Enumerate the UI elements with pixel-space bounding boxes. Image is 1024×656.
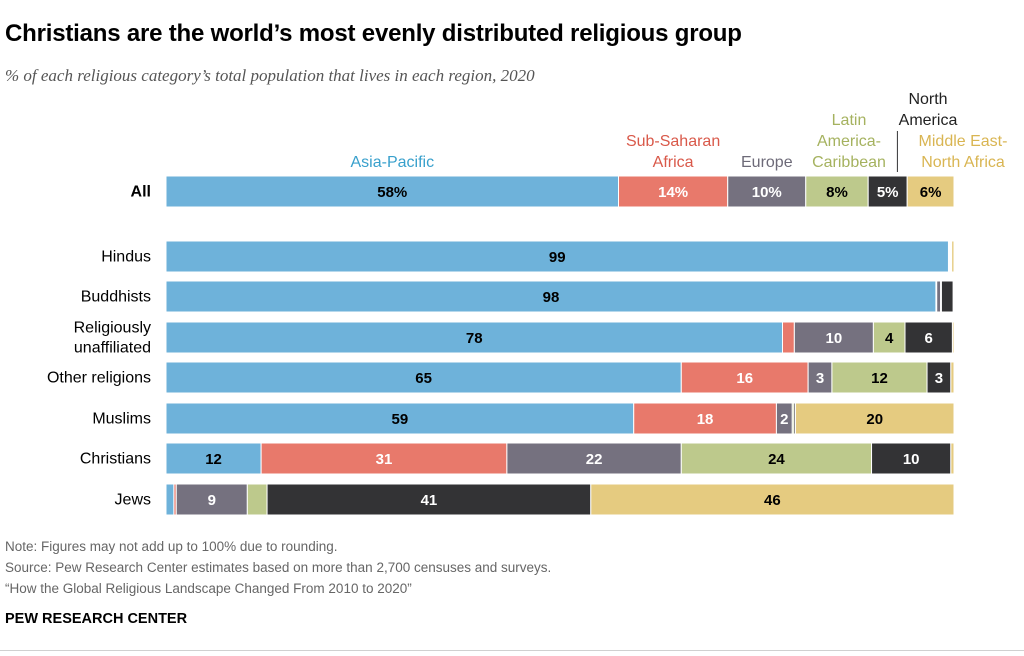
data-label-all-europe: 10% (752, 184, 782, 201)
region-label-latin: Latin (832, 112, 867, 129)
data-label-jews-mena: 46 (764, 492, 781, 509)
region-label-north: America (899, 112, 958, 129)
row-label-christians: Christians (80, 451, 151, 468)
bar-segment-christians-africa (260, 442, 508, 475)
data-label-other-religions-europe: 3 (816, 370, 824, 387)
region-label-africa: Africa (653, 154, 694, 171)
bar-segment-religiously-unaffiliated-latin (872, 321, 906, 354)
bar-segment-jews-mena (590, 483, 955, 516)
row-label-jews: Jews (115, 492, 151, 509)
data-label-christians-latin: 24 (768, 451, 785, 468)
data-label-religiously-unaffiliated-north: 6 (925, 330, 933, 347)
data-label-buddhists-asia: 98 (543, 289, 560, 306)
data-label-all-north: 5% (877, 184, 899, 201)
data-label-other-religions-north: 3 (935, 370, 943, 387)
bar-segment-jews-asia (165, 483, 175, 516)
bar-segment-hindus-mena (951, 240, 955, 273)
bar-segment-hindus-asia (165, 240, 949, 273)
bar-segment-religiously-unaffiliated-asia (165, 321, 783, 354)
bar-segment-all-asia (165, 175, 620, 208)
region-label-mena: North Africa (921, 154, 1005, 171)
bar-segment-jews-latin (246, 483, 268, 516)
data-label-hindus-asia: 99 (549, 249, 566, 266)
bar-segment-other-religions-latin (831, 361, 928, 394)
bar-segment-religiously-unaffiliated-north (904, 321, 953, 354)
bar-segment-religiously-unaffiliated-europe (793, 321, 874, 354)
bar-segment-buddhists-asia (165, 280, 937, 313)
bar-segment-all-north (867, 175, 908, 208)
note-text: Note: Figures may not add up to 100% due… (5, 539, 338, 554)
region-label-asia: Asia-Pacific (351, 154, 435, 171)
data-label-religiously-unaffiliated-asia: 78 (466, 330, 483, 347)
data-label-all-mena: 6% (920, 184, 942, 201)
row-label-hindus: Hindus (101, 249, 151, 266)
bar-segment-all-europe (727, 175, 807, 208)
row-label-muslims: Muslims (92, 411, 151, 428)
row-label-other-religions: Other religions (47, 370, 151, 387)
stacked-bar-chart: 58% 14% 10% 8% 5% 6% All 99 Hindus 98 Buddhists 78 1… (47, 91, 1008, 516)
report-title-text: “How the Global Religious Landscape Chan… (5, 581, 412, 596)
bar-segment-muslims-mena (794, 402, 955, 435)
data-label-other-religions-asia: 65 (415, 370, 432, 387)
region-label-mena: Middle East- (919, 133, 1008, 150)
bar-segment-jews-europe (175, 483, 248, 516)
data-label-all-africa: 14% (658, 184, 688, 201)
data-label-muslims-asia: 59 (392, 411, 409, 428)
bar-segment-christians-north (871, 442, 952, 475)
data-label-other-religions-africa: 16 (736, 370, 753, 387)
bar-segment-jews-north (266, 483, 592, 516)
bar-segment-christians-latin (680, 442, 873, 475)
data-label-all-latin: 8% (826, 184, 848, 201)
region-label-latin: America- (817, 133, 881, 150)
bar-segment-buddhists-mena (952, 280, 955, 313)
data-label-all-asia: 58% (377, 184, 407, 201)
bar-segment-christians-europe (506, 442, 682, 475)
bar-segment-buddhists-north (940, 280, 954, 313)
pew-research-logo-text: PEW RESEARCH CENTER (5, 611, 188, 627)
bottom-divider (0, 650, 1024, 651)
data-label-religiously-unaffiliated-latin: 4 (885, 330, 894, 347)
data-label-religiously-unaffiliated-europe: 10 (826, 330, 843, 347)
data-label-muslims-europe: 2 (780, 411, 788, 428)
data-label-christians-asia: 12 (205, 451, 222, 468)
region-label-europe: Europe (741, 154, 793, 171)
data-label-christians-africa: 31 (376, 451, 393, 468)
data-label-muslims-mena: 20 (866, 411, 883, 428)
row-label-buddhists: Buddhists (81, 289, 151, 306)
data-label-christians-north: 10 (903, 451, 920, 468)
row-label-religiously-unaffiliated: Religiously (74, 320, 151, 337)
data-label-jews-north: 41 (421, 492, 438, 509)
chart-title: Christians are the world’s most evenly d… (5, 20, 742, 47)
bar-segment-other-religions-mena (950, 361, 955, 394)
bar-segment-christians-mena (950, 442, 955, 475)
data-label-jews-europe: 9 (208, 492, 216, 509)
bar-segment-religiously-unaffiliated-mena (951, 321, 955, 354)
bar-segment-all-latin (805, 175, 869, 208)
chart-subtitle: % of each religious category’s total pop… (5, 66, 535, 85)
data-label-muslims-africa: 18 (697, 411, 714, 428)
bar-segment-all-mena (906, 175, 955, 208)
source-text: Source: Pew Research Center estimates ba… (5, 560, 552, 575)
region-label-africa: Sub-Saharan (626, 133, 720, 150)
region-label-latin: Caribbean (812, 154, 886, 171)
bar-segment-muslims-asia (165, 402, 635, 435)
bar-segment-buddhists-europe (936, 280, 942, 313)
row-label-religiously-unaffiliated: unaffiliated (74, 340, 151, 357)
data-label-christians-europe: 22 (586, 451, 603, 468)
data-label-other-religions-latin: 12 (871, 370, 888, 387)
bar-segment-religiously-unaffiliated-africa (781, 321, 795, 354)
row-label-all: All (131, 184, 151, 201)
region-label-north: North (908, 91, 947, 108)
